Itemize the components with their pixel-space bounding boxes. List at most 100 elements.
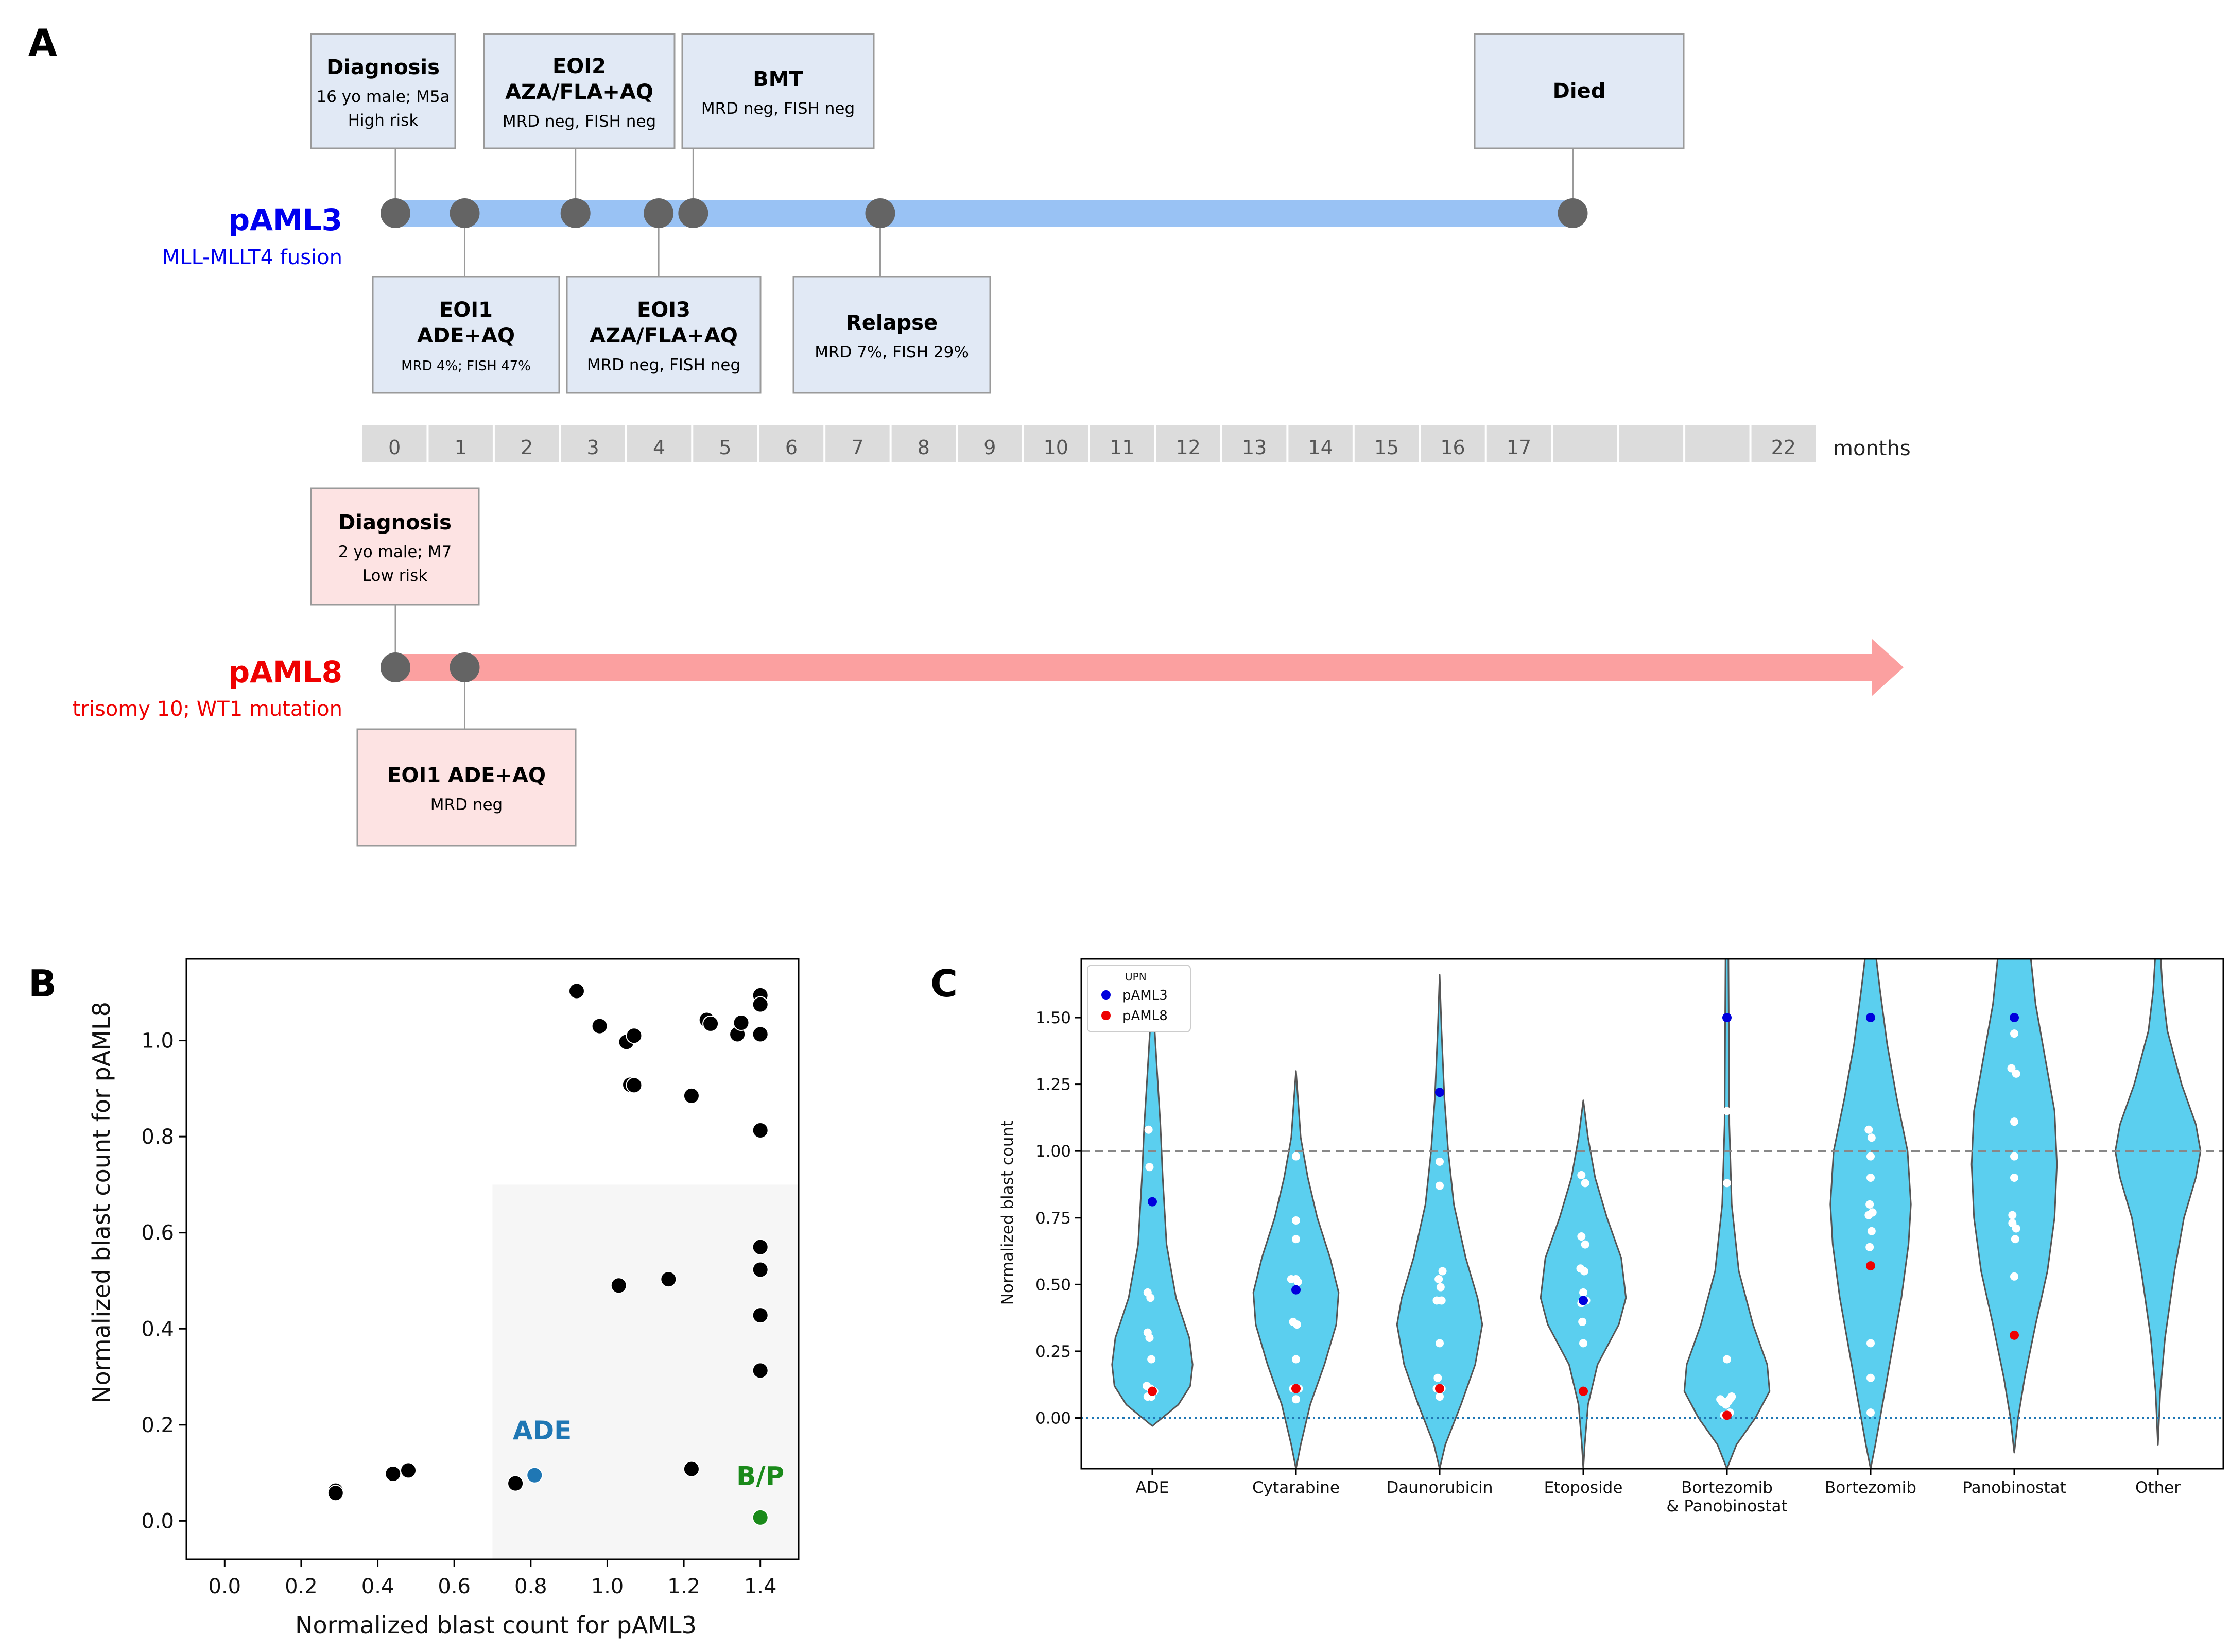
month-cell: [1288, 425, 1353, 462]
scatter-point: [610, 1277, 627, 1294]
x-tick-label-line: Daunorubicin: [1386, 1478, 1493, 1497]
legend-title: UPN: [1125, 971, 1147, 983]
data-point: [1436, 1157, 1444, 1166]
month-tick-4: 4: [653, 436, 665, 459]
month-axis: 0 1 2 3 4 5 6 7 8 9 10 11 12 13 14 15 16 17 22: [362, 425, 1816, 462]
y-axis-label: Normalized blast count: [998, 1121, 1017, 1305]
event-box-frame: [356, 728, 577, 847]
x-tick-label-line: ADE: [1136, 1478, 1169, 1497]
y-tick-label-0.0: 0.0: [141, 1509, 174, 1533]
month-tick-7: 7: [851, 436, 863, 459]
x-tick-label-1.4: 1.4: [744, 1575, 777, 1598]
event-title: EOI2: [552, 55, 606, 78]
y-tick-label-0.2: 0.2: [141, 1414, 174, 1437]
panel-a-letter: A: [28, 21, 57, 64]
data-point: [1865, 1200, 1874, 1209]
highlight-point-ade: [526, 1467, 543, 1484]
x-tick-label-1.2: 1.2: [667, 1575, 700, 1598]
violin-etoposide: [1540, 1099, 1627, 1469]
month-tick-1: 1: [455, 436, 467, 459]
event-detail: MRD neg, FISH neg: [701, 99, 855, 118]
y-tick-label-1.0: 1.0: [141, 1029, 174, 1053]
x-tick-label-line: Bortezomib: [1681, 1478, 1773, 1497]
month-cell: [1751, 425, 1816, 462]
x-tick-label-etoposide: Etoposide: [1544, 1478, 1623, 1497]
pAML3-point: [1722, 1013, 1732, 1023]
scatter-point: [733, 1014, 750, 1031]
data-point: [1867, 1133, 1876, 1142]
event-box-relapse: Relapse MRD 7%, FISH 29%: [792, 276, 991, 394]
shaded-region: [492, 1184, 799, 1559]
data-point: [2010, 1152, 2018, 1161]
x-tick-label-line: Panobinostat: [1962, 1478, 2066, 1497]
pAML8-point: [1722, 1410, 1732, 1420]
month-tick-13: 13: [1242, 436, 1267, 459]
event-box-died: Died: [1474, 33, 1685, 149]
violin-bortezomib-panobinostat: [1683, 959, 1771, 1469]
scatter-point: [752, 996, 769, 1013]
event-dot: [678, 198, 708, 228]
data-point: [1581, 1179, 1589, 1188]
x-tick-label-daunorubicin: Daunorubicin: [1386, 1478, 1493, 1497]
month-cell: [362, 425, 427, 462]
event-box-diagnosis: Diagnosis 16 yo male; M5a High risk: [310, 33, 456, 149]
data-point: [1145, 1163, 1154, 1172]
event-title: Diagnosis: [338, 511, 452, 535]
data-point: [1437, 1296, 1446, 1305]
plot-frame: [1080, 958, 2224, 1470]
month-cell: [1619, 425, 1684, 462]
scatter-point: [660, 1271, 677, 1288]
event-title: Died: [1553, 79, 1606, 103]
violin-other: [2114, 959, 2202, 1445]
y-tick-label-0.8: 0.8: [141, 1125, 174, 1149]
event-detail: MRD neg: [430, 796, 503, 814]
month-cell: [891, 425, 956, 462]
highlight-point-b-p: [752, 1509, 769, 1526]
month-tick-6: 6: [785, 436, 798, 459]
y-tick-label-1.50: 1.50: [1035, 1009, 1071, 1027]
pAML3-point: [1866, 1013, 1875, 1023]
y-tick-label-0.50: 0.50: [1035, 1276, 1071, 1294]
highlight-label-ade: ADE: [513, 1416, 572, 1445]
plot-frame: [185, 958, 800, 1560]
event-dot: [1558, 198, 1588, 228]
month-tick-16: 16: [1440, 436, 1465, 459]
data-point: [1727, 1392, 1736, 1401]
data-point: [2010, 1117, 2018, 1126]
data-point: [1867, 1227, 1876, 1235]
event-dot: [450, 652, 480, 682]
pAML8-point: [1148, 1386, 1157, 1396]
patient-pAML8-name: pAML8: [229, 655, 342, 690]
x-tick-label-1.0: 1.0: [591, 1575, 624, 1598]
month-tick-0: 0: [388, 436, 401, 459]
data-point: [2008, 1219, 2017, 1228]
x-tick-label-0.8: 0.8: [514, 1575, 547, 1598]
scatter-point: [702, 1015, 719, 1032]
data-point: [1144, 1125, 1153, 1134]
pAML3-point: [1435, 1088, 1444, 1097]
legend-marker-pAML8: [1101, 1011, 1111, 1020]
pAML3-point: [2010, 1013, 2019, 1023]
event-dot: [865, 198, 895, 228]
pAML3-point: [1148, 1197, 1157, 1207]
event-detail: 16 yo male; M5a: [316, 88, 450, 106]
event-dot: [381, 652, 410, 682]
month-cell: [1222, 425, 1287, 462]
event-detail: MRD 7%, FISH 29%: [815, 343, 969, 362]
x-tick-label-0.6: 0.6: [438, 1575, 471, 1598]
x-tick-label-line: Other: [2135, 1478, 2181, 1497]
event-title: AZA/FLA+AQ: [505, 80, 653, 104]
violin-cytarabine: [1252, 1070, 1340, 1469]
data-point: [1579, 1339, 1587, 1348]
pAML8-point: [1291, 1384, 1301, 1393]
data-point: [1580, 1267, 1588, 1276]
data-point: [1147, 1355, 1156, 1364]
x-tick-label-panobinostat: Panobinostat: [1962, 1478, 2066, 1497]
data-point: [2011, 1235, 2019, 1244]
violin-daunorubicin: [1396, 974, 1483, 1469]
event-box-frame: [483, 33, 676, 149]
event-box-frame: [310, 33, 456, 149]
